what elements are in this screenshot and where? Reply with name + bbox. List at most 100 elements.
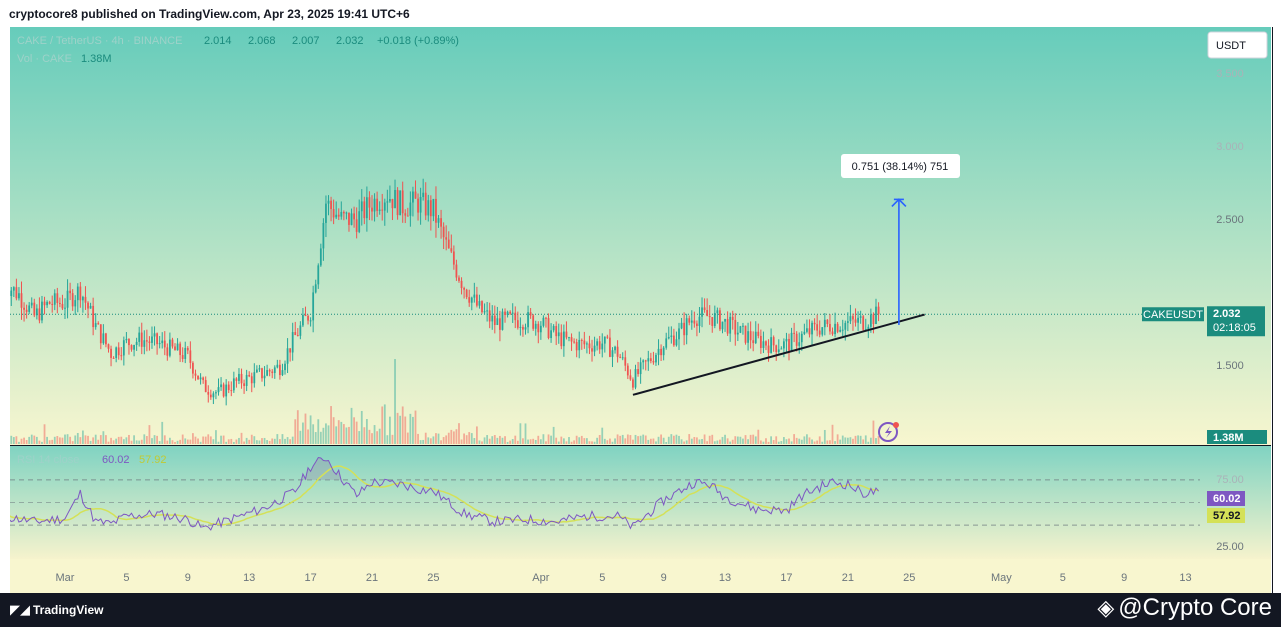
candle-body: [61, 303, 64, 309]
tradingview-logo[interactable]: ◤◢ TradingView: [10, 602, 103, 618]
last-price-tag: 2.032 02:18:05: [1207, 306, 1265, 337]
volume-bar: [189, 439, 192, 444]
volume-bar: [327, 425, 330, 444]
volume-bar: [869, 437, 872, 444]
volume-bar: [107, 441, 110, 444]
candle-body: [117, 347, 120, 356]
candle-body: [509, 311, 512, 314]
volume-bar: [289, 439, 292, 444]
candle-body: [350, 213, 353, 225]
candle-body: [120, 355, 123, 357]
volume-bar: [414, 410, 417, 444]
volume-bar: [831, 424, 834, 444]
candle-body: [596, 341, 599, 346]
volume-bar: [94, 434, 97, 444]
volume-bar: [713, 441, 716, 444]
volume-bar: [854, 435, 857, 444]
candle-body: [427, 200, 430, 216]
volume-bar: [519, 423, 522, 444]
candle-body: [877, 306, 880, 315]
candle-body: [20, 293, 23, 308]
volume-bar: [373, 425, 376, 444]
candle-body: [414, 191, 417, 199]
publish-info: cryptocore8 published on TradingView.com…: [9, 7, 410, 21]
candle-body: [619, 356, 622, 358]
volume-bar: [156, 435, 158, 444]
time-axis[interactable]: Mar 5 9 13 17 21 25 Apr 5 9 13 17 21 25 May 5 9 13: [56, 572, 1192, 584]
volume-bar: [468, 432, 471, 444]
candle-body: [762, 341, 765, 348]
candle-body: [624, 357, 627, 366]
candle-body: [325, 203, 327, 223]
candle-body: [864, 329, 867, 331]
volume-bar: [337, 420, 340, 444]
volume-bar: [225, 441, 228, 444]
volume-bar: [483, 437, 486, 444]
rsi-legend: RSI 14 close: [17, 454, 79, 466]
candle-body: [66, 290, 69, 308]
lightning-icon[interactable]: [878, 422, 899, 442]
volume-bar: [391, 434, 394, 444]
volume-bar: [41, 441, 43, 444]
volume-bar: [212, 439, 215, 444]
candle-body: [857, 317, 859, 323]
candle-body: [181, 355, 184, 359]
volume-bar: [606, 440, 609, 444]
measure-callout[interactable]: 0.751 (38.14%) 751: [841, 154, 960, 178]
time-tick: 25: [427, 572, 439, 584]
volume-bar: [652, 438, 655, 444]
volume-bar: [598, 435, 601, 444]
candle-body: [166, 347, 169, 356]
candle-body: [122, 340, 125, 356]
candle-body: [795, 333, 798, 346]
price-axis[interactable]: 3.500 3.000 2.500 1.500: [1216, 68, 1244, 372]
volume-bar: [243, 441, 245, 444]
volume-bar: [867, 441, 870, 444]
volume-value: 1.38M: [81, 53, 112, 65]
volume-bar: [437, 433, 440, 444]
trendline[interactable]: [632, 313, 925, 396]
volume-bar: [647, 439, 650, 444]
candle-body: [330, 200, 332, 210]
candle-body: [821, 327, 824, 335]
volume-bar: [552, 426, 555, 444]
candle-body: [460, 280, 463, 289]
currency-button[interactable]: USDT: [1207, 31, 1268, 59]
candle-body: [140, 332, 143, 347]
chart-canvas[interactable]: 3.500 3.000 2.500 1.500 USDT CAKE / Teth…: [10, 27, 1271, 593]
candle-body: [161, 340, 164, 344]
candle-body: [186, 347, 189, 351]
volume-bar: [575, 435, 578, 444]
candle-body: [135, 341, 138, 346]
candle-body: [163, 340, 166, 348]
volume-bar: [721, 436, 724, 444]
candle-body: [145, 340, 148, 342]
candle-body: [580, 339, 583, 341]
volume-bar: [742, 438, 744, 444]
volume-bar: [716, 440, 719, 444]
candle-body: [276, 364, 279, 368]
tv-logo-icon: ◤◢: [10, 602, 30, 617]
candle-body: [667, 336, 670, 339]
candle-body: [227, 384, 230, 391]
volume-bar: [657, 436, 660, 444]
candle-body: [665, 338, 668, 348]
candle-body: [148, 341, 151, 343]
volume-bar: [501, 437, 504, 444]
candle-body: [440, 218, 442, 227]
candle-body: [550, 330, 552, 339]
volume-bar: [25, 440, 28, 444]
candle-body: [721, 321, 724, 330]
candle-body: [197, 375, 199, 380]
volume-bar: [20, 438, 23, 444]
price-tick: 2.500: [1216, 214, 1244, 226]
volume-bar: [872, 420, 875, 444]
volume-bar: [18, 441, 20, 444]
candle-body: [207, 392, 210, 395]
measure-arrow[interactable]: [891, 198, 907, 325]
volume-line: Vol · CAKE: [17, 53, 72, 65]
candle-body: [660, 348, 662, 356]
candle-body: [215, 392, 217, 394]
volume-bar: [396, 412, 399, 444]
volume-bar: [450, 429, 453, 444]
